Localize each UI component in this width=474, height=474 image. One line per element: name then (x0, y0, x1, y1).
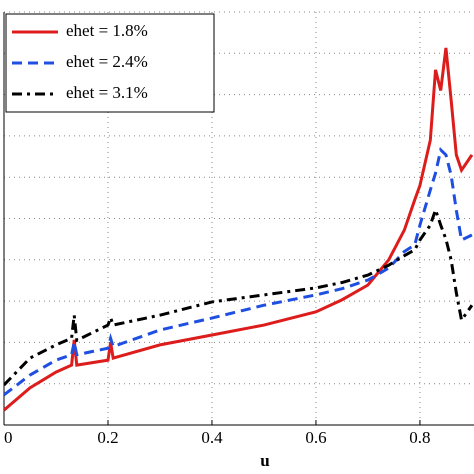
legend-label: ehet = 2.4% (66, 52, 148, 71)
series-line (4, 205, 474, 386)
x-tick-label: 0.2 (97, 428, 118, 447)
x-tick-label: 0.8 (409, 428, 430, 447)
legend-label: ehet = 3.1% (66, 83, 148, 102)
x-tick-label: 0 (4, 428, 13, 447)
x-tick-label: 0.4 (201, 428, 223, 447)
x-tick-label: 0.6 (305, 428, 326, 447)
legend-label: ehet = 1.8% (66, 21, 148, 40)
legend-box (5, 13, 215, 113)
x-axis-label: u (260, 451, 269, 470)
series-line (4, 147, 473, 397)
